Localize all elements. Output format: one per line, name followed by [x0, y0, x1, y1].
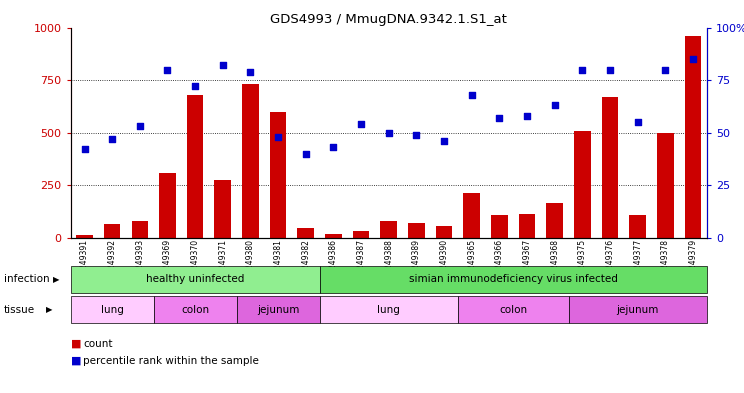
Text: simian immunodeficiency virus infected: simian immunodeficiency virus infected: [408, 274, 618, 285]
Bar: [464, 193, 480, 238]
Bar: [408, 223, 425, 238]
Point: [327, 144, 339, 151]
Point: [466, 92, 478, 98]
Bar: [436, 226, 452, 238]
Point: [577, 66, 589, 73]
Point: [106, 136, 118, 142]
Bar: [270, 112, 286, 238]
Bar: [380, 221, 397, 238]
Bar: [657, 132, 673, 238]
Bar: [104, 224, 121, 238]
Point: [493, 115, 505, 121]
Title: GDS4993 / MmugDNA.9342.1.S1_at: GDS4993 / MmugDNA.9342.1.S1_at: [270, 13, 507, 26]
Text: infection: infection: [4, 274, 49, 285]
Bar: [519, 213, 536, 238]
Text: colon: colon: [499, 305, 527, 315]
Point: [272, 134, 284, 140]
Point: [189, 83, 201, 90]
Bar: [546, 203, 563, 238]
Text: colon: colon: [181, 305, 209, 315]
Text: tissue: tissue: [4, 305, 35, 315]
Point: [161, 66, 173, 73]
Point: [632, 119, 644, 125]
Bar: [159, 173, 176, 238]
Text: count: count: [83, 339, 113, 349]
Point: [521, 113, 533, 119]
Bar: [242, 84, 259, 238]
Point: [659, 66, 671, 73]
Bar: [76, 235, 93, 238]
Point: [604, 66, 616, 73]
Bar: [574, 130, 591, 238]
Point: [687, 56, 699, 62]
Bar: [629, 215, 646, 238]
Bar: [214, 180, 231, 238]
Point: [245, 68, 257, 75]
Text: lung: lung: [377, 305, 400, 315]
Point: [382, 129, 394, 136]
Bar: [132, 221, 148, 238]
Text: ▶: ▶: [46, 305, 52, 314]
Bar: [298, 228, 314, 238]
Text: lung: lung: [100, 305, 124, 315]
Text: ▶: ▶: [54, 275, 60, 284]
Text: ■: ■: [71, 339, 81, 349]
Point: [300, 151, 312, 157]
Point: [438, 138, 450, 144]
Point: [411, 132, 423, 138]
Bar: [353, 231, 369, 238]
Bar: [684, 36, 702, 238]
Bar: [187, 95, 203, 238]
Text: healthy uninfected: healthy uninfected: [146, 274, 244, 285]
Bar: [491, 215, 507, 238]
Text: jejunum: jejunum: [617, 305, 659, 315]
Point: [549, 102, 561, 108]
Point: [79, 146, 91, 152]
Point: [355, 121, 367, 127]
Text: percentile rank within the sample: percentile rank within the sample: [83, 356, 259, 366]
Text: jejunum: jejunum: [257, 305, 299, 315]
Bar: [325, 233, 341, 238]
Bar: [602, 97, 618, 238]
Point: [134, 123, 146, 129]
Text: ■: ■: [71, 356, 81, 366]
Point: [217, 62, 228, 68]
